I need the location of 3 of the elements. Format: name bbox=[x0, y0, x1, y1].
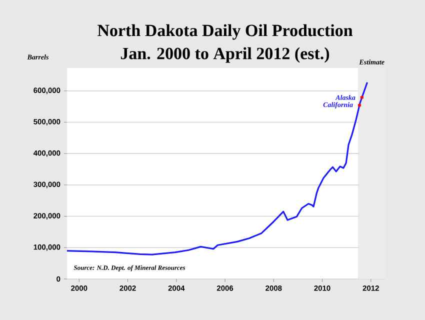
line-series bbox=[66, 82, 368, 256]
chart-title: North Dakota Daily Oil Production bbox=[98, 24, 353, 40]
chart-subtitle: Jan. 2000 to April 2012 (est.) bbox=[120, 47, 330, 63]
